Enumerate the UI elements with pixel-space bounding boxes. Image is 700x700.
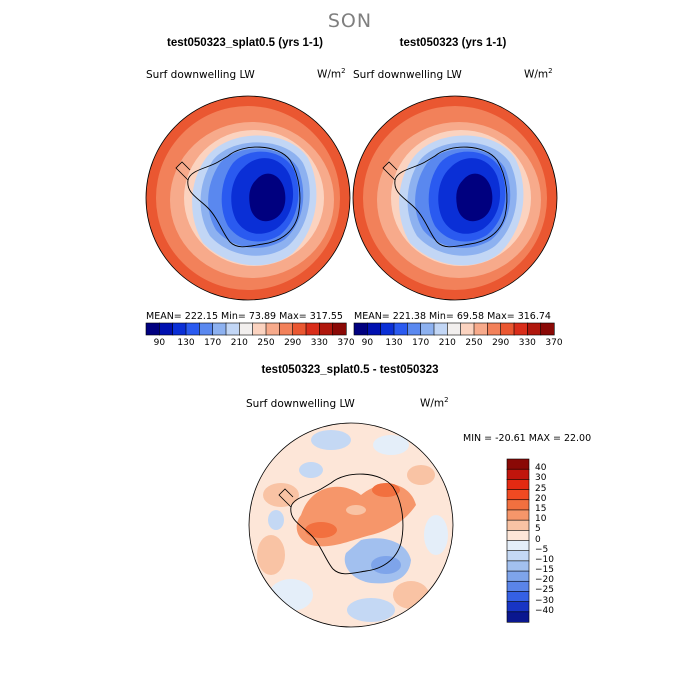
colorbar-swatch bbox=[332, 322, 347, 336]
colorbar-diff-swatch bbox=[506, 479, 530, 491]
panel-left-units-label: W/m2 bbox=[317, 67, 346, 81]
panel-right-title: test050323 (yrs 1-1) bbox=[399, 37, 507, 49]
panel-right-stats: MEAN= 221.38 Min= 69.58 Max= 316.74 bbox=[354, 311, 551, 322]
colorbar-diff-tick-label: −25 bbox=[535, 585, 554, 596]
colorbar-diff-tick-label: −20 bbox=[535, 575, 554, 586]
colorbar-left bbox=[145, 322, 347, 336]
colorbar-swatch bbox=[380, 322, 395, 336]
map-left bbox=[145, 95, 351, 301]
colorbar-swatch bbox=[159, 322, 174, 336]
colorbar-swatch bbox=[473, 322, 488, 336]
map-right bbox=[352, 95, 558, 301]
colorbar-swatch bbox=[279, 322, 294, 336]
colorbar-swatch bbox=[367, 322, 382, 336]
colorbar-diff-swatch bbox=[506, 560, 530, 572]
colorbar-diff-tick-label: 40 bbox=[535, 463, 547, 474]
colorbar-left-ticks: 90 130 170 210 250 290 330 370 bbox=[146, 338, 355, 350]
colorbar-diff-swatch bbox=[506, 489, 530, 501]
colorbar-diff-ticks: 40 30 25 20 15 10 5 0 −5 −10 −15 −20 −25 −30 −40 bbox=[535, 459, 575, 622]
panel-right-variable-label: Surf downwelling LW bbox=[353, 69, 462, 81]
colorbar-swatch bbox=[212, 322, 227, 336]
colorbar-swatch bbox=[305, 322, 320, 336]
colorbar-tick-label: 250 bbox=[465, 338, 483, 348]
panel-diff-variable-label: Surf downwelling LW bbox=[246, 398, 355, 410]
colorbar-tick-label: 170 bbox=[204, 338, 222, 348]
panel-diff-title: test050323_splat0.5 - test050323 bbox=[261, 364, 439, 376]
colorbar-diff-swatch bbox=[506, 580, 530, 593]
colorbar-tick-label: 130 bbox=[385, 338, 403, 348]
panel-left-stats: MEAN= 222.15 Min= 73.89 Max= 317.55 bbox=[146, 311, 343, 322]
colorbar-tick-label: 90 bbox=[361, 338, 374, 348]
colorbar-tick-label: 250 bbox=[257, 338, 275, 348]
colorbar-swatch bbox=[292, 322, 307, 336]
colorbar-diff-tick-label: −30 bbox=[535, 595, 554, 606]
colorbar-swatch bbox=[172, 322, 187, 336]
colorbar-tick-label: 330 bbox=[518, 338, 536, 348]
colorbar-swatch bbox=[500, 322, 515, 336]
colorbar-swatch bbox=[239, 322, 254, 336]
colorbar-diff-tick-label: −40 bbox=[535, 605, 554, 616]
colorbar-swatch bbox=[185, 322, 200, 336]
panel-right-units-label: W/m2 bbox=[524, 67, 553, 81]
colorbar-swatch bbox=[353, 322, 368, 336]
colorbar-swatch bbox=[393, 322, 408, 336]
colorbar-diff-tick-label: 10 bbox=[535, 514, 547, 525]
colorbar-swatch bbox=[145, 322, 160, 336]
colorbar-diff-tick-label: 20 bbox=[535, 493, 547, 504]
colorbar-swatch bbox=[487, 322, 502, 336]
colorbar-diff-swatch bbox=[506, 611, 530, 623]
panel-diff-units-label: W/m2 bbox=[420, 396, 449, 410]
colorbar-swatch bbox=[513, 322, 528, 336]
colorbar-swatch bbox=[225, 322, 240, 336]
colorbar-diff-swatch bbox=[506, 530, 530, 542]
colorbar-swatch bbox=[460, 322, 475, 336]
season-title: SON bbox=[327, 10, 373, 32]
colorbar-swatch bbox=[265, 322, 280, 336]
colorbar-diff-swatch bbox=[506, 601, 530, 613]
colorbar-diff-tick-label: 15 bbox=[535, 503, 547, 514]
colorbar-diff-tick-label: 0 bbox=[535, 534, 541, 545]
panel-left-variable-label: Surf downwelling LW bbox=[146, 69, 255, 81]
colorbar-tick-label: 210 bbox=[230, 338, 248, 348]
colorbar-diff-swatch bbox=[506, 550, 530, 562]
colorbar-diff-swatch bbox=[506, 540, 530, 552]
colorbar-diff-swatch bbox=[506, 570, 530, 582]
colorbar-swatch bbox=[420, 322, 435, 336]
colorbar-swatch bbox=[447, 322, 462, 336]
colorbar-diff-swatch bbox=[506, 458, 530, 470]
colorbar-diff-tick-label: 5 bbox=[535, 524, 541, 535]
colorbar-diff-tick-label: −15 bbox=[535, 565, 554, 576]
colorbar-swatch bbox=[540, 322, 555, 336]
colorbar-right bbox=[353, 322, 555, 336]
colorbar-swatch bbox=[319, 322, 334, 336]
map-diff bbox=[248, 422, 454, 628]
colorbar-diff bbox=[506, 458, 530, 623]
colorbar-swatch bbox=[433, 322, 448, 336]
colorbar-diff-tick-label: −10 bbox=[535, 554, 554, 565]
colorbar-swatch bbox=[527, 322, 542, 336]
panel-left-title: test050323_splat0.5 (yrs 1-1) bbox=[167, 37, 323, 49]
colorbar-diff-tick-label: −5 bbox=[535, 544, 549, 555]
colorbar-swatch bbox=[407, 322, 422, 336]
colorbar-tick-label: 130 bbox=[177, 338, 195, 348]
colorbar-diff-swatch bbox=[506, 509, 530, 521]
colorbar-swatch bbox=[252, 322, 267, 336]
colorbar-tick-label: 290 bbox=[284, 338, 302, 348]
colorbar-swatch bbox=[199, 322, 214, 336]
colorbar-diff-swatch bbox=[506, 591, 530, 603]
colorbar-diff-swatch bbox=[506, 468, 530, 480]
colorbar-tick-label: 170 bbox=[412, 338, 430, 348]
colorbar-right-ticks: 90 130 170 210 250 290 330 370 bbox=[354, 338, 563, 350]
colorbar-diff-tick-label: 25 bbox=[535, 483, 547, 494]
colorbar-diff-tick-label: 30 bbox=[535, 473, 547, 484]
colorbar-tick-label: 330 bbox=[310, 338, 328, 348]
panel-diff-stats: MIN = -20.61 MAX = 22.00 bbox=[463, 433, 592, 444]
colorbar-tick-label: 290 bbox=[492, 338, 510, 348]
colorbar-tick-label: 370 bbox=[545, 338, 563, 348]
colorbar-diff-swatch bbox=[506, 499, 530, 511]
colorbar-tick-label: 370 bbox=[337, 338, 355, 348]
colorbar-diff-swatch bbox=[506, 519, 530, 531]
colorbar-tick-label: 210 bbox=[438, 338, 456, 348]
colorbar-tick-label: 90 bbox=[153, 338, 166, 348]
